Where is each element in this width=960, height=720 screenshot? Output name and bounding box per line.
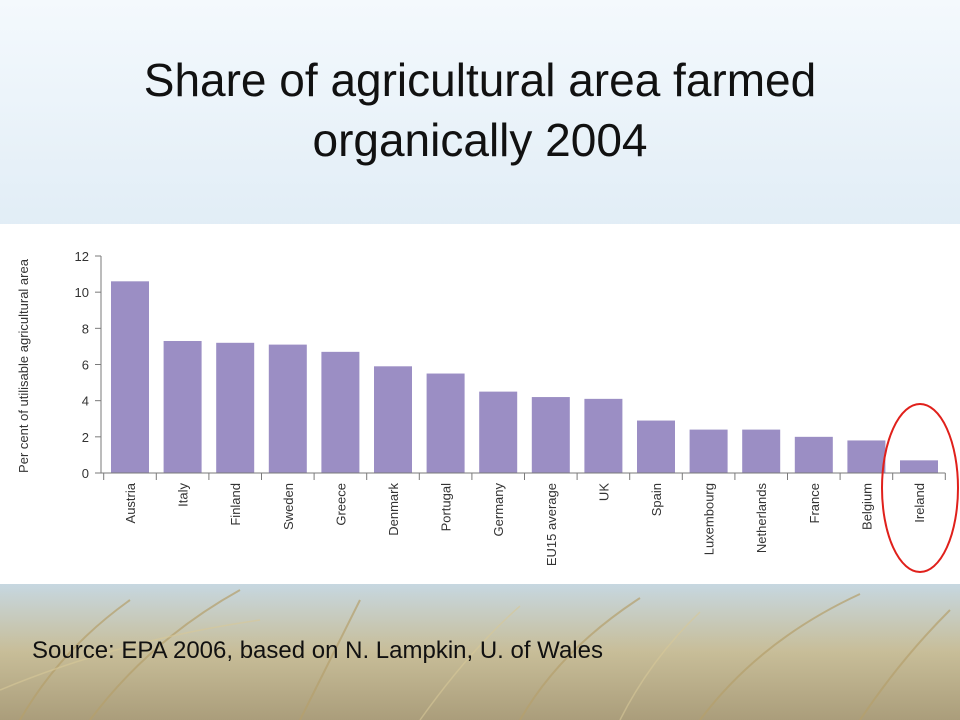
- bars: [111, 281, 938, 473]
- bar: [163, 340, 202, 473]
- x-tick-label: Denmark: [386, 483, 401, 536]
- bar: [637, 420, 675, 473]
- bar: [847, 440, 886, 473]
- y-axis-label: Per cent of utilisable agricultural area: [16, 258, 31, 473]
- bar: [584, 398, 623, 473]
- y-tick-label: 4: [82, 394, 89, 409]
- y-tick-label: 2: [82, 430, 89, 445]
- bar: [321, 351, 360, 473]
- bar: [742, 429, 781, 473]
- x-tick-label: France: [807, 483, 822, 523]
- x-tick-label: Austria: [123, 482, 138, 523]
- bar: [531, 397, 570, 473]
- x-tick-label: Netherlands: [754, 483, 769, 554]
- x-tick-label: Ireland: [912, 483, 927, 523]
- y-tick-label: 0: [82, 466, 89, 481]
- y-tick-label: 10: [75, 285, 89, 300]
- chart-panel: Per cent of utilisable agricultural area…: [0, 224, 960, 584]
- bar: [216, 342, 255, 473]
- bar: [426, 373, 465, 473]
- source-citation: Source: EPA 2006, based on N. Lampkin, U…: [32, 637, 603, 664]
- x-tick-label: Spain: [649, 483, 664, 516]
- title-line-2: organically 2004: [312, 114, 648, 166]
- bar: [111, 281, 149, 473]
- y-tick-label: 12: [75, 249, 89, 264]
- x-tick-label: Greece: [333, 483, 348, 526]
- bar-chart: Per cent of utilisable agricultural area…: [16, 249, 959, 573]
- x-tick-label: Belgium: [859, 483, 874, 530]
- title-line-1: Share of agricultural area farmed: [143, 54, 817, 106]
- x-tick-label: Portugal: [439, 483, 454, 532]
- x-tick-label: Luxembourg: [702, 483, 717, 555]
- x-tick-label: Germany: [491, 483, 506, 537]
- bar: [689, 429, 728, 473]
- x-tick-label: EU15 average: [544, 483, 559, 566]
- x-tick-label: UK: [596, 483, 611, 501]
- bar: [900, 460, 938, 473]
- y-tick-label: 6: [82, 358, 89, 373]
- x-tick-label: Sweden: [281, 483, 296, 530]
- highlight-ring-ireland: [881, 403, 959, 573]
- y-axis: 0 2 4 6 8 10 12: [75, 249, 102, 481]
- x-tick-label: Italy: [176, 483, 191, 507]
- bar: [268, 344, 307, 473]
- slide-title: Share of agricultural area farmed organi…: [40, 50, 920, 170]
- y-tick-label: 8: [82, 321, 89, 336]
- x-axis: Austria Italy Finland Sweden Greece Denmark Po…: [101, 472, 946, 566]
- bar: [374, 366, 412, 473]
- x-tick-label: Finland: [228, 483, 243, 526]
- bar: [794, 436, 833, 473]
- bar: [479, 391, 518, 473]
